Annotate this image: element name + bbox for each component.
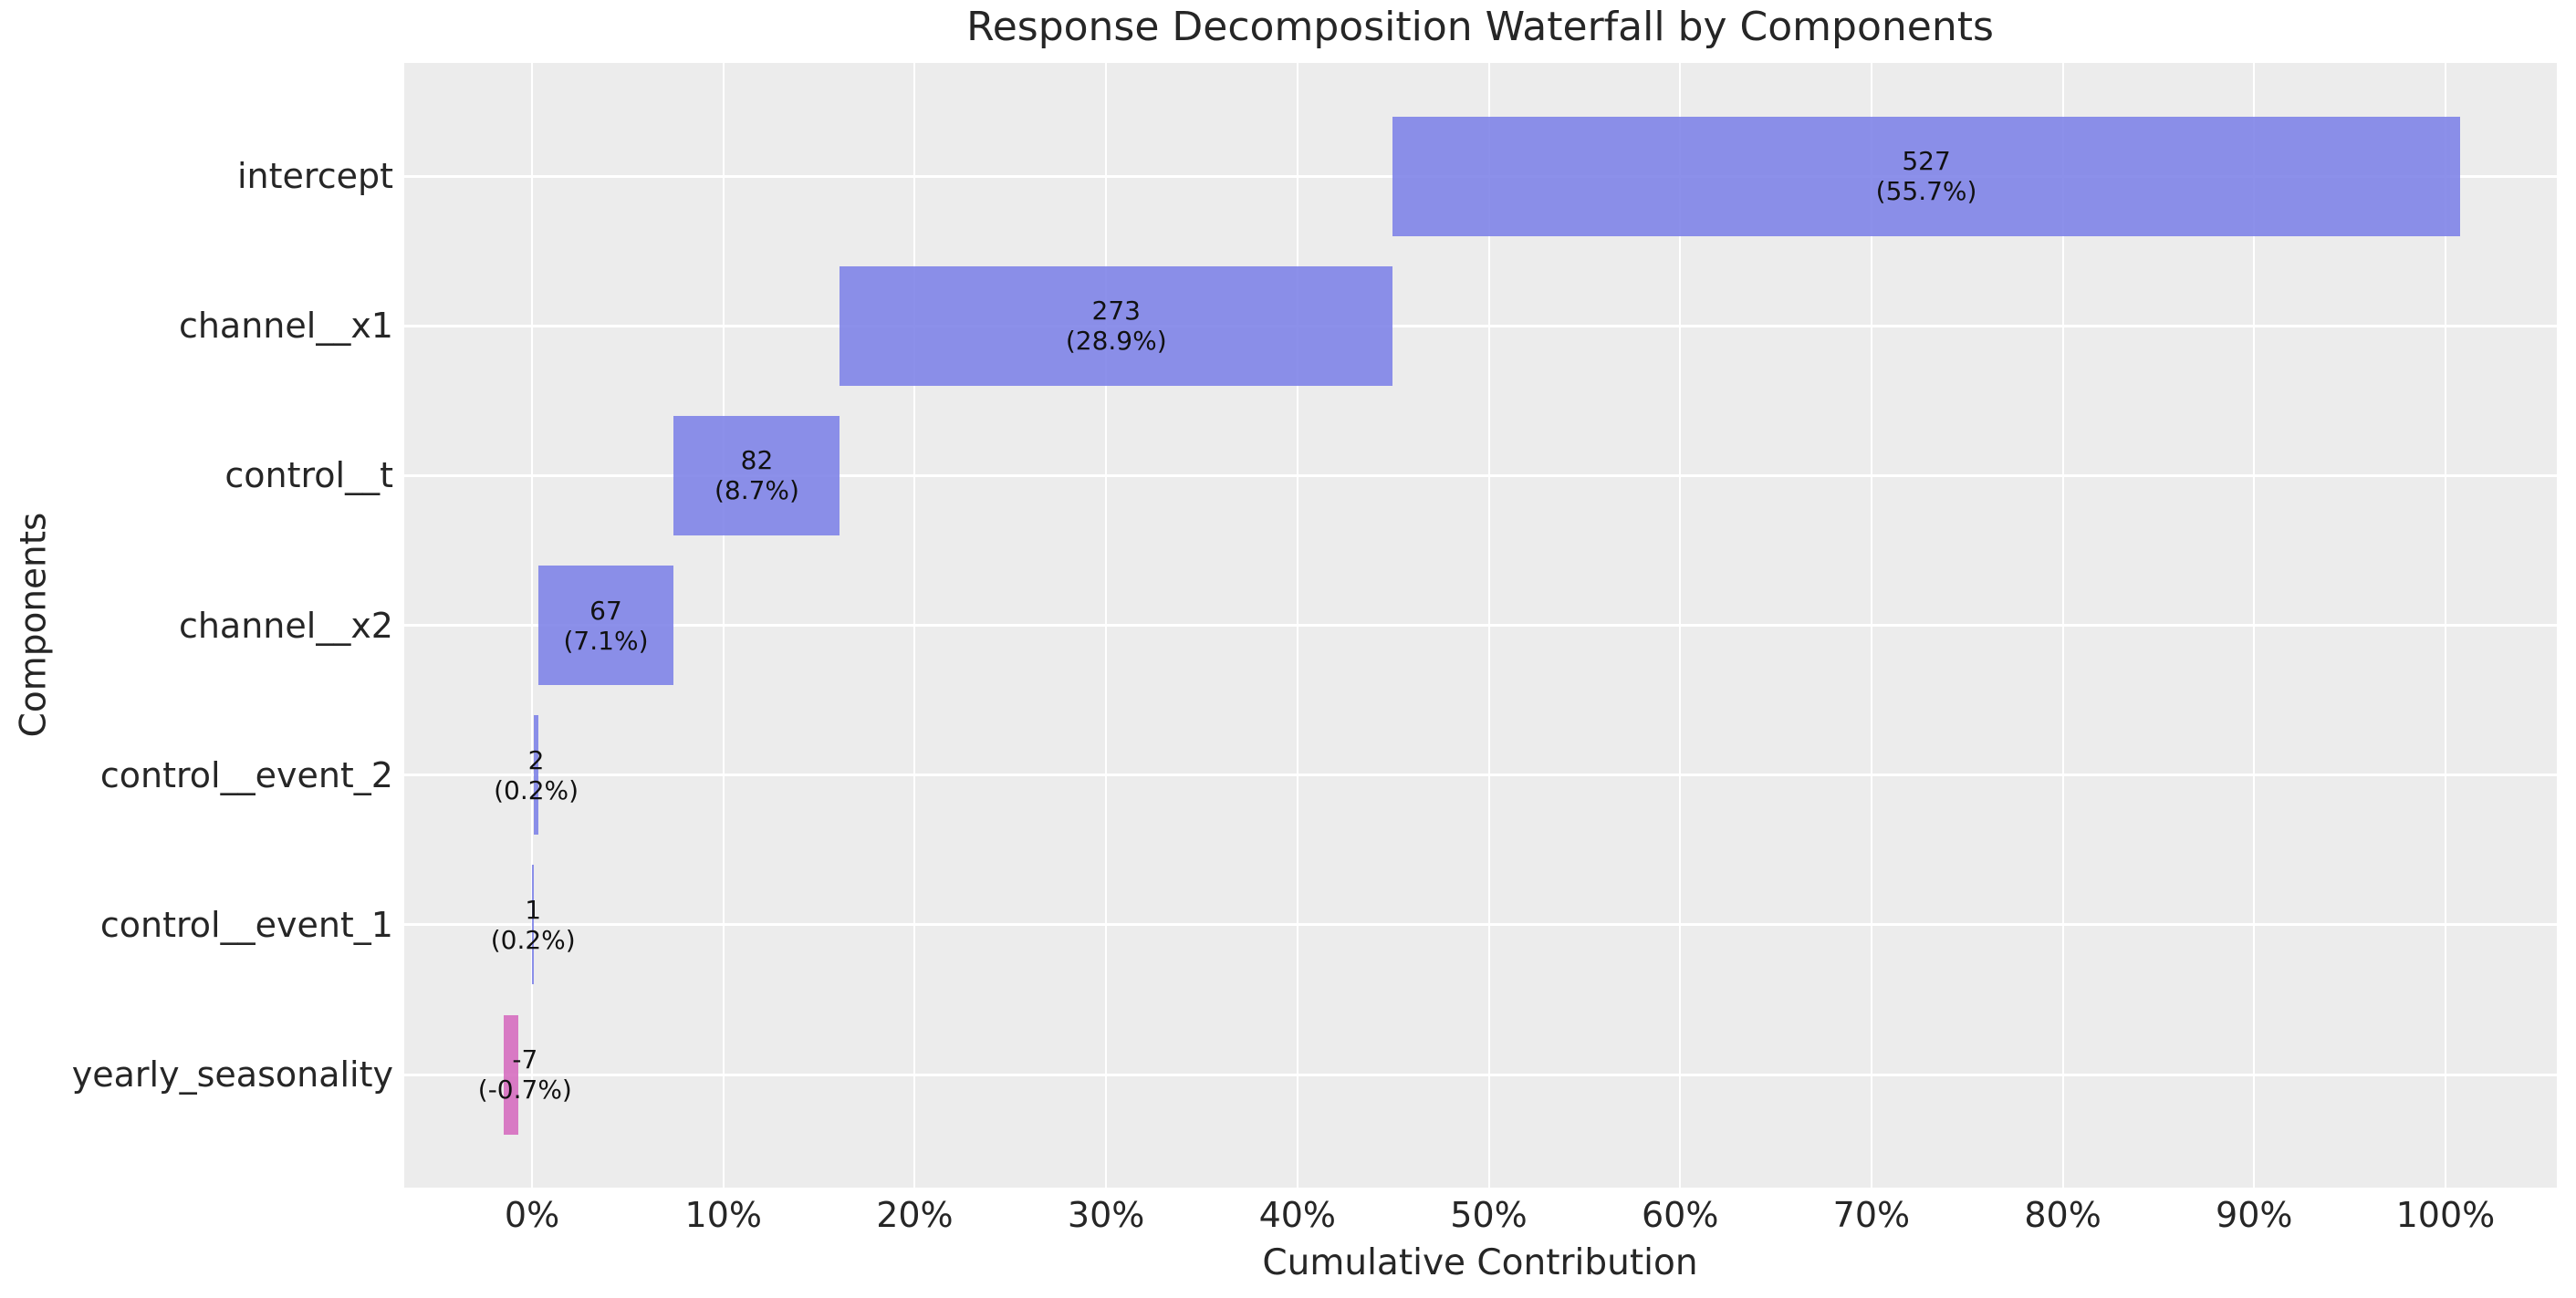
bar-yearly_seasonality	[504, 1014, 518, 1135]
bar-label-channel__x1: 273 (28.9%)	[1065, 296, 1167, 357]
bar-label-control__event_2: 2 (0.2%)	[494, 744, 579, 805]
gridline-y-channel__x2	[404, 624, 2557, 627]
bar-label-yearly_seasonality: -7 (-0.7%)	[477, 1044, 572, 1106]
chart-title: Response Decomposition Waterfall by Comp…	[966, 4, 1994, 50]
bar-control__event_1	[532, 865, 535, 985]
ytick-yearly_seasonality: yearly_seasonality	[71, 1054, 393, 1096]
y-axis-label: Components	[13, 512, 55, 738]
gridline-y-control__event_2	[404, 774, 2557, 777]
bar-control__event_2	[534, 715, 538, 836]
xtick-10: 10%	[684, 1195, 762, 1235]
xtick-80: 80%	[2024, 1195, 2101, 1235]
gridline-y-control__t	[404, 473, 2557, 477]
xtick-60: 60%	[1641, 1195, 1719, 1235]
bar-intercept	[1392, 116, 2460, 236]
xtick-70: 70%	[1832, 1195, 1911, 1235]
xtick-30: 30%	[1067, 1195, 1145, 1235]
ytick-intercept: intercept	[237, 156, 393, 196]
xtick-40: 40%	[1258, 1195, 1337, 1235]
bar-label-intercept: 527 (55.7%)	[1875, 146, 1977, 206]
xtick-50: 50%	[1450, 1195, 1528, 1235]
ytick-control__t: control__t	[224, 455, 393, 496]
bar-label-control__event_1: 1 (0.2%)	[490, 894, 576, 955]
ytick-channel__x1: channel__x1	[178, 306, 393, 347]
plot-area: 527 (55.7%) 273 (28.9%) 82 (8.7%) 67 (7.1%) 2 (0.…	[404, 63, 2557, 1188]
gridline-y-channel__x1	[404, 324, 2557, 327]
bar-channel__x2	[537, 566, 674, 685]
gridline-y-control__event_1	[404, 923, 2557, 927]
gridline-y-yearly_seasonality	[404, 1073, 2557, 1076]
bar-label-channel__x2: 67 (7.1%)	[563, 595, 649, 656]
xtick-0: 0%	[504, 1195, 560, 1235]
ytick-control__event_2: control__event_2	[99, 754, 393, 795]
ytick-channel__x2: channel__x2	[178, 605, 393, 646]
xtick-100: 100%	[2395, 1195, 2496, 1235]
bar-label-control__t: 82 (8.7%)	[714, 445, 799, 506]
xtick-90: 90%	[2216, 1195, 2293, 1235]
bar-control__t	[673, 415, 840, 535]
xtick-20: 20%	[876, 1195, 954, 1235]
x-axis-label: Cumulative Contribution	[1262, 1242, 1698, 1283]
ytick-control__event_1: control__event_1	[99, 904, 393, 945]
bar-channel__x1	[840, 265, 1393, 386]
